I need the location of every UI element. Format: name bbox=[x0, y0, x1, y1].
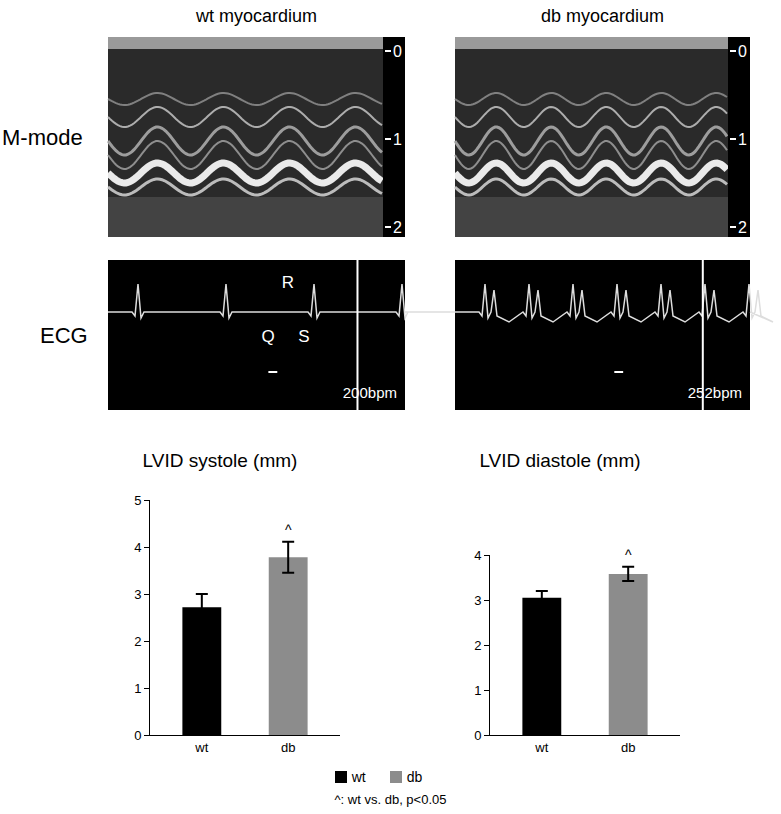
svg-text:2: 2 bbox=[134, 634, 141, 649]
svg-text:^: ^ bbox=[625, 547, 632, 563]
svg-text:db: db bbox=[281, 740, 295, 755]
html-text:db: db bbox=[406, 769, 423, 786]
svg-text:db: db bbox=[621, 740, 635, 755]
svg-text:wt: wt bbox=[194, 740, 208, 755]
svg-text:wt myocardium: wt myocardium bbox=[195, 6, 317, 26]
svg-text:2: 2 bbox=[738, 219, 747, 236]
svg-text:4: 4 bbox=[474, 548, 481, 563]
html-text:wt: wt bbox=[351, 769, 366, 786]
svg-text:2: 2 bbox=[393, 219, 402, 236]
svg-text:0: 0 bbox=[393, 43, 402, 60]
svg-text:R: R bbox=[282, 273, 294, 292]
html-text:^: wt vs. db, p<0.05: ^: wt vs. db, p<0.05 bbox=[334, 792, 447, 807]
svg-text:0: 0 bbox=[738, 43, 747, 60]
svg-text:S: S bbox=[298, 327, 309, 346]
svg-text:3: 3 bbox=[474, 593, 481, 608]
svg-text:ECG: ECG bbox=[40, 323, 88, 348]
svg-text:^: ^ bbox=[285, 522, 292, 538]
svg-text:LVID diastole (mm): LVID diastole (mm) bbox=[479, 450, 640, 471]
svg-text:200bpm: 200bpm bbox=[343, 384, 397, 401]
svg-text:LVID systole (mm): LVID systole (mm) bbox=[143, 450, 298, 471]
svg-text:1: 1 bbox=[393, 131, 402, 148]
svg-text:1: 1 bbox=[134, 681, 141, 696]
svg-text:2: 2 bbox=[474, 638, 481, 653]
svg-text:0: 0 bbox=[474, 728, 481, 743]
svg-text:252bpm: 252bpm bbox=[688, 384, 742, 401]
svg-text:Q: Q bbox=[261, 327, 274, 346]
svg-text:0: 0 bbox=[134, 728, 141, 743]
svg-text:4: 4 bbox=[134, 540, 141, 555]
svg-text:3: 3 bbox=[134, 587, 141, 602]
svg-text:1: 1 bbox=[474, 683, 481, 698]
svg-text:1: 1 bbox=[738, 131, 747, 148]
svg-text:db myocardium: db myocardium bbox=[541, 6, 664, 26]
svg-text:wt: wt bbox=[534, 740, 548, 755]
svg-text:5: 5 bbox=[134, 493, 141, 508]
svg-text:M-mode: M-mode bbox=[2, 125, 83, 150]
